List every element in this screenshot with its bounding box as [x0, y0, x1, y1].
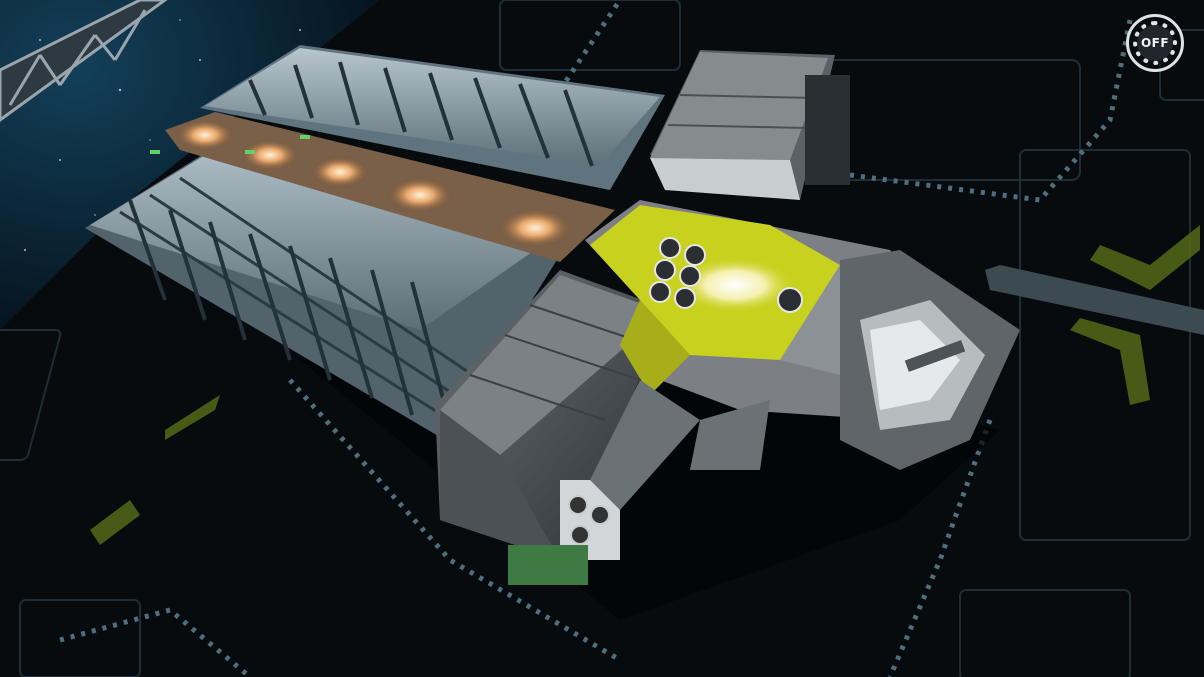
deck-light [675, 257, 795, 313]
hull-struts [590, 380, 770, 510]
floor-chevrons [90, 225, 1200, 545]
off-toggle-label: OFF [1140, 36, 1170, 50]
off-toggle-inner: OFF [1137, 25, 1173, 61]
cockpit-nose [840, 250, 1020, 470]
truss-beam [0, 0, 168, 122]
lower-armor-block [435, 270, 670, 585]
lower-fans [568, 495, 610, 545]
side-beam [985, 265, 1204, 335]
command-deck [585, 200, 960, 420]
stars [24, 19, 301, 251]
upper-armor-block [650, 50, 850, 200]
deck-fans [649, 237, 803, 313]
off-toggle-icon[interactable]: OFF [1126, 14, 1184, 72]
lower-green-strip [508, 545, 588, 585]
bay-green-lights [150, 135, 310, 154]
space-backdrop [0, 0, 380, 330]
interior-lights [175, 119, 573, 248]
dotted-light-track [59, 0, 1133, 677]
container-ribs [128, 199, 454, 433]
cargo-module [85, 45, 665, 440]
